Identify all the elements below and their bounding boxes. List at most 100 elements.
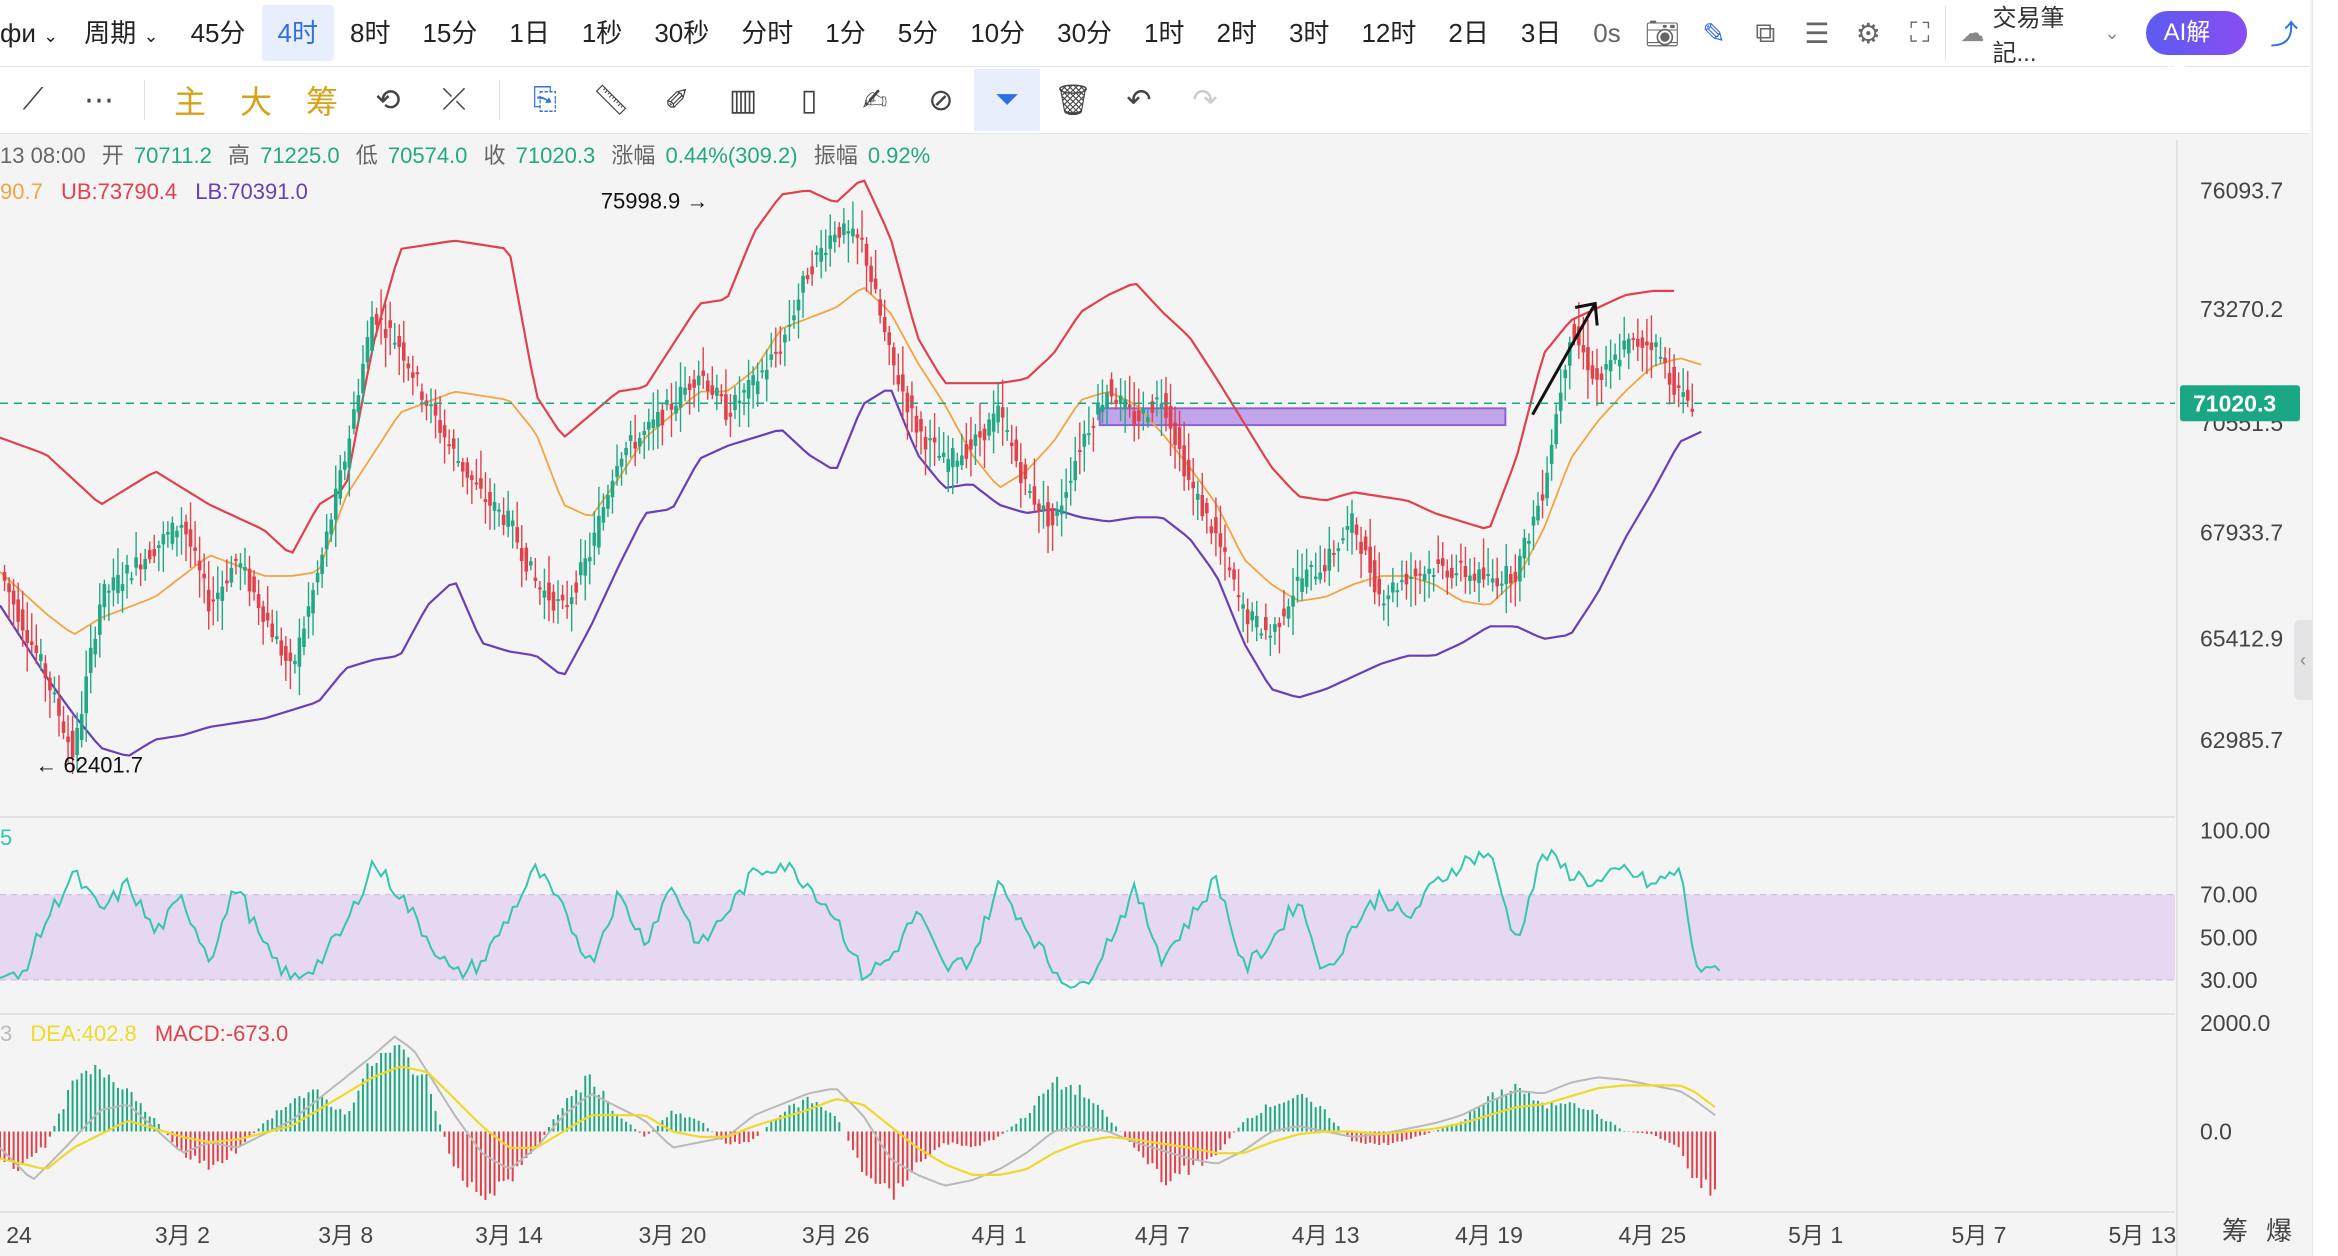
candle-body	[225, 580, 229, 584]
pencil-icon[interactable]: ✎	[1702, 17, 1726, 49]
candle-body	[261, 606, 265, 622]
timeframe-tab[interactable]: 4时	[261, 5, 334, 61]
timeframe-tab[interactable]: 3日	[1520, 18, 1562, 48]
candle-body	[460, 462, 465, 472]
candle-body	[1536, 505, 1540, 521]
brush-icon[interactable]: ✐	[664, 83, 690, 117]
collapse-panel-icon[interactable]: ‹	[2294, 620, 2312, 700]
symbol-dropdown[interactable]: фи ⌄	[0, 5, 68, 61]
timeframe-tab[interactable]: 1时	[1144, 18, 1185, 48]
main-force-button[interactable]: 主	[173, 84, 206, 120]
ai-interpret-button[interactable]: AI解读	[2145, 11, 2247, 90]
timeframe-tab[interactable]: 3时	[1288, 18, 1330, 48]
timeframe-tab[interactable]: 5分	[897, 18, 939, 48]
candle-body	[184, 521, 188, 535]
big-order-button[interactable]: 大	[239, 84, 272, 120]
candle-body	[1672, 367, 1676, 395]
candle-body	[1377, 578, 1382, 595]
settings-icon[interactable]: ⚙	[1855, 17, 1881, 49]
cross-line-icon[interactable]: ⤫	[442, 83, 466, 116]
magnet-icon[interactable]: ⊘	[928, 83, 954, 117]
candle-body	[265, 612, 270, 621]
candle-body	[783, 334, 787, 343]
chip-button[interactable]: 筹	[305, 84, 338, 120]
candle-body	[719, 393, 724, 397]
candle-body	[1558, 392, 1563, 411]
candle-body	[814, 252, 819, 255]
timeframe-tab[interactable]: 分时	[741, 18, 794, 48]
candle-body	[302, 628, 306, 647]
candle-body	[1554, 414, 1558, 445]
share-icon[interactable]: ⤴	[2270, 19, 2299, 50]
candle-body	[370, 316, 374, 351]
candle-body	[583, 558, 588, 576]
timeframe-tab[interactable]: 30分	[1057, 18, 1113, 48]
candle-body	[1241, 604, 1245, 609]
bookmark-icon[interactable]: ⎘	[533, 83, 557, 116]
trade-notes-dropdown[interactable]: ☁ 交易筆記... ⌄	[1945, 5, 2133, 67]
timeframe-tab[interactable]: 30秒	[654, 18, 710, 48]
candle-body	[842, 223, 846, 236]
add-window-icon[interactable]: ⧉	[1755, 16, 1776, 48]
candle-body	[710, 385, 715, 395]
candle-body	[601, 507, 606, 523]
candle-body	[1549, 444, 1554, 464]
candle-body	[751, 375, 755, 386]
candle-body	[98, 604, 102, 635]
candle-body	[1336, 548, 1341, 552]
candle-body	[1636, 338, 1640, 347]
timeframe-tab[interactable]: 1日	[509, 18, 550, 48]
period-dropdown[interactable]: 周期 ⌄	[68, 5, 174, 61]
timeframe-tab[interactable]: 2时	[1216, 18, 1257, 48]
candle-body	[1631, 338, 1636, 341]
fullscreen-icon[interactable]: ⛶	[1909, 16, 1930, 48]
candle-body	[311, 590, 315, 614]
rotate-icon[interactable]: ⟲	[375, 83, 401, 117]
candle-body	[447, 444, 451, 447]
candle-body	[147, 549, 152, 560]
undo-icon[interactable]: ↶	[1126, 83, 1152, 117]
candle-body	[179, 524, 184, 528]
camera-icon[interactable]: 📷︎	[1644, 17, 1681, 49]
ruler-icon[interactable]: 📏︎	[591, 83, 631, 117]
timeframe-tab[interactable]: 1秒	[581, 18, 623, 48]
candle-body	[878, 299, 882, 316]
boll-legend: 90.7 UB:73790.4 LB:70391.0	[0, 179, 308, 204]
bar-indicator-icon[interactable]: ▯	[800, 83, 818, 117]
toolbar-divider	[499, 80, 500, 120]
more-icon[interactable]: ⋯	[84, 83, 114, 117]
timeframe-tab[interactable]: 1分	[825, 18, 866, 48]
timeframe-tab[interactable]: 8时	[349, 18, 391, 48]
support-zone-layer	[1098, 407, 1507, 427]
candle-body	[1295, 576, 1300, 581]
timeframe-tab[interactable]: 15分	[422, 18, 478, 48]
candle-body	[1046, 502, 1050, 527]
filter-icon[interactable]: ⏷	[974, 69, 1040, 131]
candle-body	[506, 510, 510, 527]
timeframe-tab[interactable]: 12时	[1361, 18, 1417, 48]
timeframe-tab[interactable]: 45分	[190, 18, 246, 48]
candle-body	[1123, 399, 1127, 410]
candle-body	[896, 375, 901, 385]
trend-line-icon[interactable]: ⟋	[22, 83, 44, 116]
candle-body	[764, 369, 769, 380]
candle-body	[1372, 560, 1377, 593]
candle-body	[1540, 494, 1545, 501]
note-icon[interactable]: ✍	[862, 83, 888, 117]
candle-body	[274, 636, 279, 640]
list-icon[interactable]: ☰	[1804, 17, 1830, 49]
candle-body	[610, 480, 615, 498]
redo-icon[interactable]: ↷	[1192, 83, 1218, 117]
candle-body	[306, 606, 311, 617]
candle-body	[674, 405, 678, 414]
candles-icon[interactable]: ▥	[728, 83, 758, 117]
timeframe-tab[interactable]: 2日	[1448, 18, 1489, 48]
timeframe-tab[interactable]: 10分	[970, 18, 1026, 48]
candle-body	[1363, 536, 1368, 551]
candle-body	[129, 578, 134, 581]
candle-body	[1059, 505, 1064, 515]
candle-body	[39, 654, 43, 661]
candle-body	[914, 415, 919, 433]
trash-icon[interactable]: 🗑︎	[1053, 83, 1093, 117]
